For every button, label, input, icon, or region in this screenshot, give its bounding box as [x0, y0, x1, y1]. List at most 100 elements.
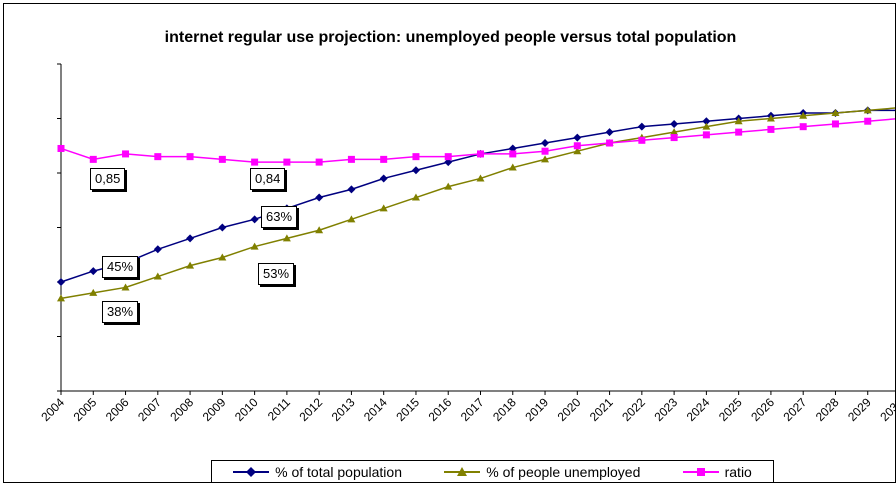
x-tick-label: 2022: [619, 395, 648, 424]
annotation-unemployed-2011: 53%: [258, 263, 295, 285]
series-2-point: [864, 117, 872, 125]
x-tick-label: 2006: [103, 395, 132, 424]
series-0-point: [218, 223, 227, 232]
series-0-point: [315, 193, 324, 202]
x-tick-label: 2010: [232, 395, 261, 424]
series-2-point: [283, 158, 291, 166]
x-tick-label: 2018: [490, 395, 519, 424]
series-0-point: [605, 128, 614, 137]
x-tick-label: 2014: [361, 395, 390, 424]
series-1-point: [218, 253, 227, 261]
series-0-point: [670, 119, 679, 128]
series-0-point: [186, 234, 195, 243]
series-1-point: [411, 193, 420, 201]
annotation-unemployed-2006: 38%: [102, 301, 139, 323]
series-1-point: [508, 163, 517, 171]
x-tick-label: 2021: [587, 395, 616, 424]
series-1-point: [153, 272, 162, 280]
x-tick-label: 2029: [845, 395, 874, 424]
legend-label-total: % of total population: [275, 464, 402, 480]
series-2-point: [122, 150, 130, 158]
x-tick-label: 2025: [716, 395, 745, 424]
legend: % of total population % of people unempl…: [211, 460, 774, 482]
series-2-point: [831, 120, 839, 128]
series-1-point: [476, 174, 485, 182]
square-marker-icon: [682, 468, 719, 476]
x-tick-label: 2024: [684, 395, 713, 424]
x-tick-label: 2013: [329, 395, 358, 424]
series-0-point: [57, 278, 65, 286]
x-tick-label: 2016: [426, 395, 455, 424]
series-1-point: [734, 117, 743, 125]
legend-item-unemployed: % of people unemployed: [444, 464, 640, 480]
series-1-point: [863, 106, 872, 114]
series-2-point: [315, 158, 323, 166]
series-2-point: [251, 158, 259, 166]
x-tick-label: 2004: [38, 395, 67, 424]
x-tick-label: 2027: [781, 395, 810, 424]
series-0-point: [573, 133, 582, 142]
series-2-point: [57, 144, 65, 152]
series-1-point: [186, 261, 195, 269]
series-2-point: [767, 125, 775, 133]
series-line-0: [60, 109, 895, 283]
series-1-point: [121, 283, 130, 291]
x-tick-label: 2017: [458, 395, 487, 424]
series-0-point: [541, 139, 550, 148]
x-tick-label: 2011: [265, 395, 293, 423]
x-tick-label: 2005: [71, 395, 100, 424]
series-1-point: [831, 109, 840, 117]
series-2-point: [186, 153, 194, 161]
series-1-point: [444, 182, 453, 190]
series-1-point: [379, 204, 388, 212]
series-2-point: [509, 150, 517, 158]
series-2-point: [735, 128, 743, 136]
series-1-point: [57, 294, 65, 302]
series-2-point: [154, 153, 162, 161]
series-2-point: [541, 147, 549, 155]
series-1-point: [573, 147, 582, 155]
legend-item-total: % of total population: [233, 464, 402, 480]
series-2-point: [89, 155, 97, 163]
series-0-point: [411, 166, 420, 175]
x-tick-label: 2009: [200, 395, 229, 424]
series-2-point: [347, 155, 355, 163]
series-2-point: [444, 153, 452, 161]
annotation-ratio-2011: 0,84: [250, 168, 286, 190]
x-tick-label: 2023: [651, 395, 680, 424]
series-2-point: [799, 123, 807, 131]
legend-item-ratio: ratio: [682, 464, 752, 480]
x-tick-label: 2015: [393, 395, 422, 424]
series-2-point: [380, 155, 388, 163]
series-1-point: [702, 122, 711, 130]
x-tick-label: 2012: [296, 395, 325, 424]
series-0-point: [379, 174, 388, 183]
series-2-point: [412, 153, 420, 161]
series-2-point: [218, 155, 226, 163]
series-1-point: [250, 242, 259, 250]
x-tick-label: 2028: [813, 395, 842, 424]
series-1-point: [89, 288, 98, 296]
x-tick-label: 2030: [877, 395, 896, 424]
x-tick-label: 2007: [135, 395, 164, 424]
triangle-marker-icon: [444, 467, 481, 476]
series-2-point: [702, 131, 710, 139]
series-2-point: [573, 142, 581, 150]
annotation-ratio-2005: 0,85: [90, 168, 126, 190]
chart-title: internet regular use projection: unemplo…: [164, 29, 737, 46]
series-0-point: [347, 185, 356, 194]
annotation-total-2011: 63%: [261, 206, 298, 228]
legend-label-unemployed: % of people unemployed: [486, 464, 641, 480]
series-2-point: [606, 139, 614, 147]
series-0-point: [153, 245, 162, 254]
series-0-point: [637, 122, 646, 131]
chart-frame: internet regular use projection: unemplo…: [3, 3, 896, 483]
series-1-point: [347, 215, 356, 223]
series-1-point: [766, 114, 775, 122]
series-2-point: [670, 134, 678, 142]
series-1-point: [315, 226, 324, 234]
series-1-point: [282, 234, 291, 242]
series-0-point: [89, 267, 98, 276]
series-1-point: [799, 111, 808, 119]
series-1-point: [670, 128, 679, 136]
